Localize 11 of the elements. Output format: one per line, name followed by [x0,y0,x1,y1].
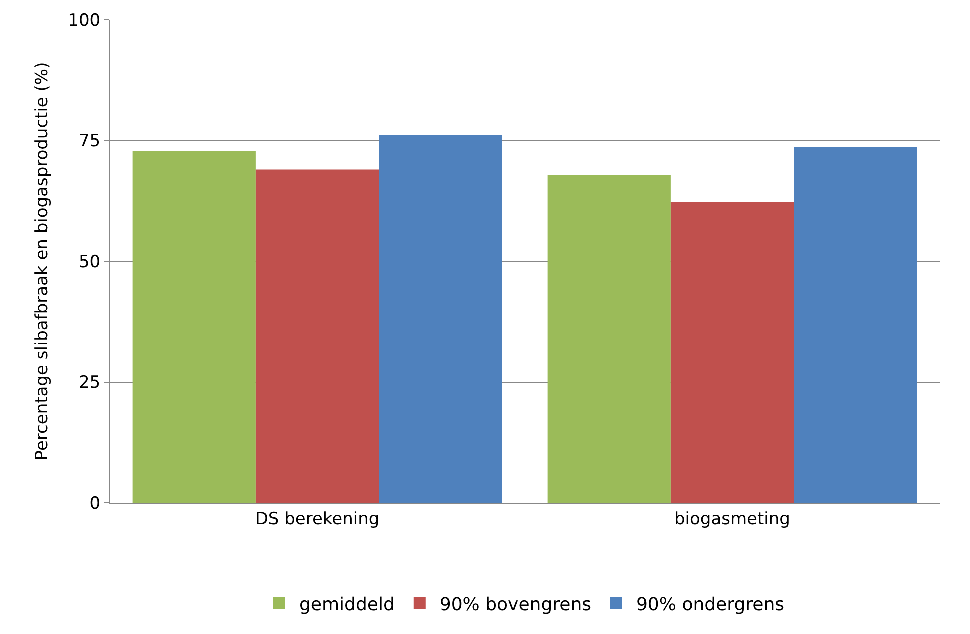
x-tick-label: biogasmeting [674,509,790,530]
y-tick-label: 75 [78,132,101,152]
y-tick-label: 100 [68,10,101,31]
legend-label: 90% bovengrens [440,594,592,616]
y-tick-label: 0 [90,494,101,514]
legend-label: 90% ondergrens [636,594,785,616]
y-tick-label: 50 [78,252,101,272]
legend-label: gemiddeld [300,594,395,616]
y-tick-label: 25 [78,373,101,394]
x-tick-label: DS berekening [255,509,380,530]
y-axis-title: Percentage slibafbraak en biogasproductie (%) [32,62,53,461]
